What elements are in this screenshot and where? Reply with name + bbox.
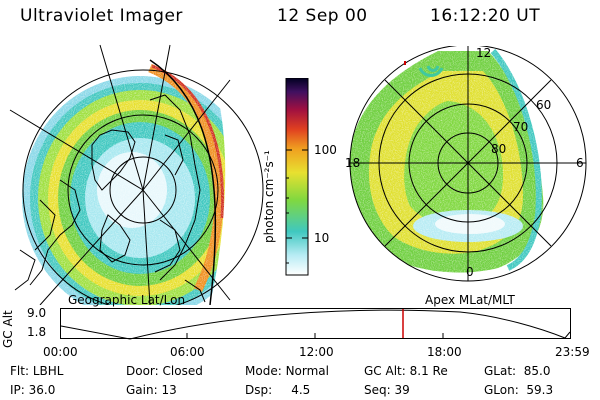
earth-limb [149,59,217,305]
xtick-0600: 06:00 [170,345,205,359]
lat-label-60: 60 [536,98,552,112]
footer-gc-alt: GC Alt: 8.1 Re [364,364,448,378]
mlt-label-0: 0 [466,265,474,279]
lat-label-70: 70 [513,120,529,134]
instrument-title: Ultraviolet Imager [20,6,183,26]
geographic-grid [9,44,264,305]
xtick-2359: 23:59 [555,345,590,359]
footer-filter: Flt: LBHL [10,364,64,378]
magnetic-map-panel [349,46,587,282]
mlt-label-12: 12 [476,46,492,60]
footer-dsp: Dsp: 4.5 [245,383,311,397]
altitude-axis-label: GC Alt [1,310,15,348]
footer-door: Door: Closed [126,364,203,378]
xtick-1800: 18:00 [427,345,462,359]
lat-label-80: 80 [491,142,507,156]
colorbar-gradient [285,78,309,276]
colorbar-unit-label: photon cm⁻²s⁻¹ [262,150,276,243]
time-label: 16:12:20 UT [430,6,541,26]
magnetic-panel-label: Apex MLat/MLT [425,293,515,307]
geographic-panel-label: Geographic Lat/Lon [68,293,186,307]
geographic-map-panel [0,40,270,305]
off-limb-blank [185,40,270,305]
mlt-label-6: 6 [576,156,584,170]
colorbar [285,78,309,276]
mlt-label-18: 18 [345,156,361,170]
footer-glon: GLon: 59.3 [484,383,554,397]
altitude-ytick-top: 9.0 [27,306,47,320]
colorbar-ticks [286,149,308,264]
footer-glat: GLat: 85.0 [484,364,551,378]
colorbar-tick-100: 100 [314,143,337,157]
date-label: 12 Sep 00 [277,6,368,26]
altitude-curve [60,309,571,340]
footer-seq: Seq: 39 [364,383,410,397]
noon-marker [404,61,406,65]
colorbar-tick-10: 10 [314,231,330,245]
xtick-1200: 12:00 [299,345,334,359]
coastlines [14,94,206,303]
altitude-plot [60,308,571,340]
footer-mode: Mode: Normal [245,364,329,378]
altitude-ytick-bottom: 1.8 [27,325,47,339]
xtick-0000: 00:00 [43,345,78,359]
altitude-xticks [186,333,444,339]
magnetic-grid [349,46,587,282]
footer-gain: Gain: 13 [126,383,177,397]
noon-arcs [418,65,444,77]
footer-ip: IP: 36.0 [10,383,56,397]
